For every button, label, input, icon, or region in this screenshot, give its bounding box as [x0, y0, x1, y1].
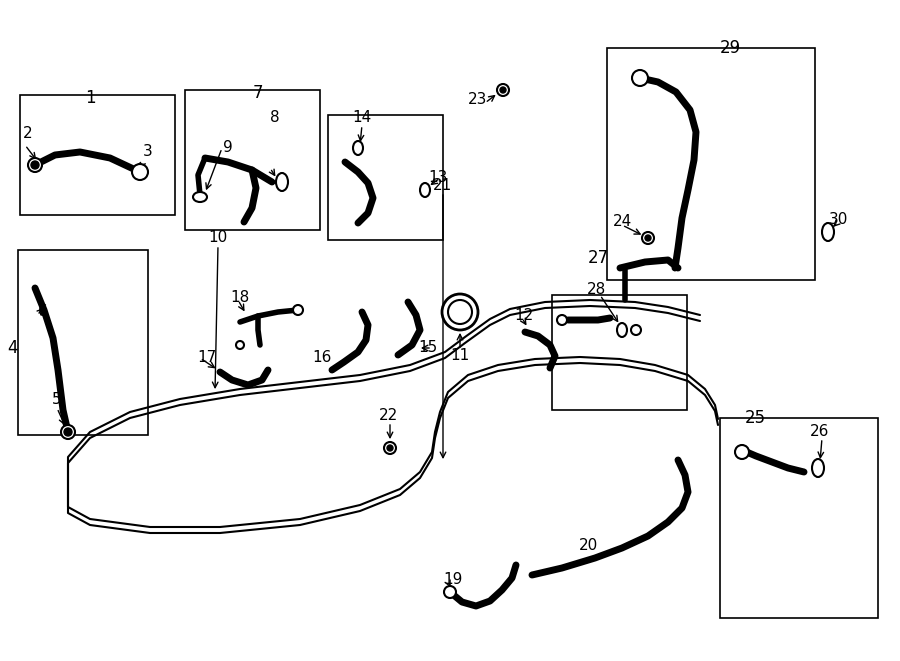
Text: 12: 12	[515, 307, 534, 323]
Circle shape	[28, 158, 42, 172]
Text: 29: 29	[719, 39, 741, 57]
Ellipse shape	[617, 323, 627, 337]
Text: 27: 27	[588, 249, 608, 267]
Ellipse shape	[353, 141, 363, 155]
Ellipse shape	[193, 192, 207, 202]
Text: 15: 15	[418, 340, 437, 356]
Text: 23: 23	[468, 93, 488, 108]
Circle shape	[642, 232, 654, 244]
Text: 8: 8	[270, 110, 280, 126]
Text: 25: 25	[744, 409, 766, 427]
Ellipse shape	[276, 173, 288, 191]
Text: 6: 6	[38, 305, 48, 319]
Text: 30: 30	[828, 212, 848, 227]
Bar	[20, 95, 175, 215]
Text: 26: 26	[810, 424, 830, 440]
Circle shape	[500, 87, 506, 93]
Bar	[552, 295, 687, 410]
Text: 5: 5	[52, 393, 62, 407]
Text: 19: 19	[444, 572, 463, 588]
Circle shape	[387, 445, 393, 451]
Text: 18: 18	[230, 290, 249, 305]
Ellipse shape	[812, 459, 824, 477]
Circle shape	[384, 442, 396, 454]
Text: 4: 4	[8, 339, 18, 357]
Bar	[185, 90, 320, 230]
Text: 28: 28	[587, 282, 606, 297]
Text: 13: 13	[428, 171, 447, 186]
Circle shape	[31, 161, 39, 169]
Text: 24: 24	[614, 215, 633, 229]
Ellipse shape	[420, 183, 430, 197]
Text: 9: 9	[223, 141, 233, 155]
Ellipse shape	[822, 223, 834, 241]
Circle shape	[444, 586, 456, 598]
Text: 1: 1	[85, 89, 95, 107]
Circle shape	[442, 294, 478, 330]
Circle shape	[497, 84, 509, 96]
Bar	[328, 115, 443, 240]
Text: 3: 3	[143, 145, 153, 159]
Text: 21: 21	[432, 178, 452, 192]
Circle shape	[236, 341, 244, 349]
Bar	[720, 418, 878, 618]
Circle shape	[557, 315, 567, 325]
Text: 2: 2	[23, 126, 32, 141]
Circle shape	[632, 70, 648, 86]
Circle shape	[631, 325, 641, 335]
Circle shape	[132, 164, 148, 180]
Text: 10: 10	[209, 231, 228, 245]
Circle shape	[448, 300, 472, 324]
Text: 20: 20	[579, 537, 598, 553]
Text: 11: 11	[450, 348, 470, 362]
Circle shape	[293, 305, 303, 315]
Bar	[18, 250, 148, 435]
Circle shape	[64, 428, 72, 436]
Text: 14: 14	[353, 110, 372, 126]
Text: 22: 22	[378, 407, 398, 422]
Circle shape	[61, 425, 75, 439]
Bar	[607, 48, 815, 280]
Circle shape	[645, 235, 651, 241]
Text: 7: 7	[253, 84, 263, 102]
Text: 17: 17	[197, 350, 217, 366]
Circle shape	[735, 445, 749, 459]
Text: 16: 16	[312, 350, 332, 366]
